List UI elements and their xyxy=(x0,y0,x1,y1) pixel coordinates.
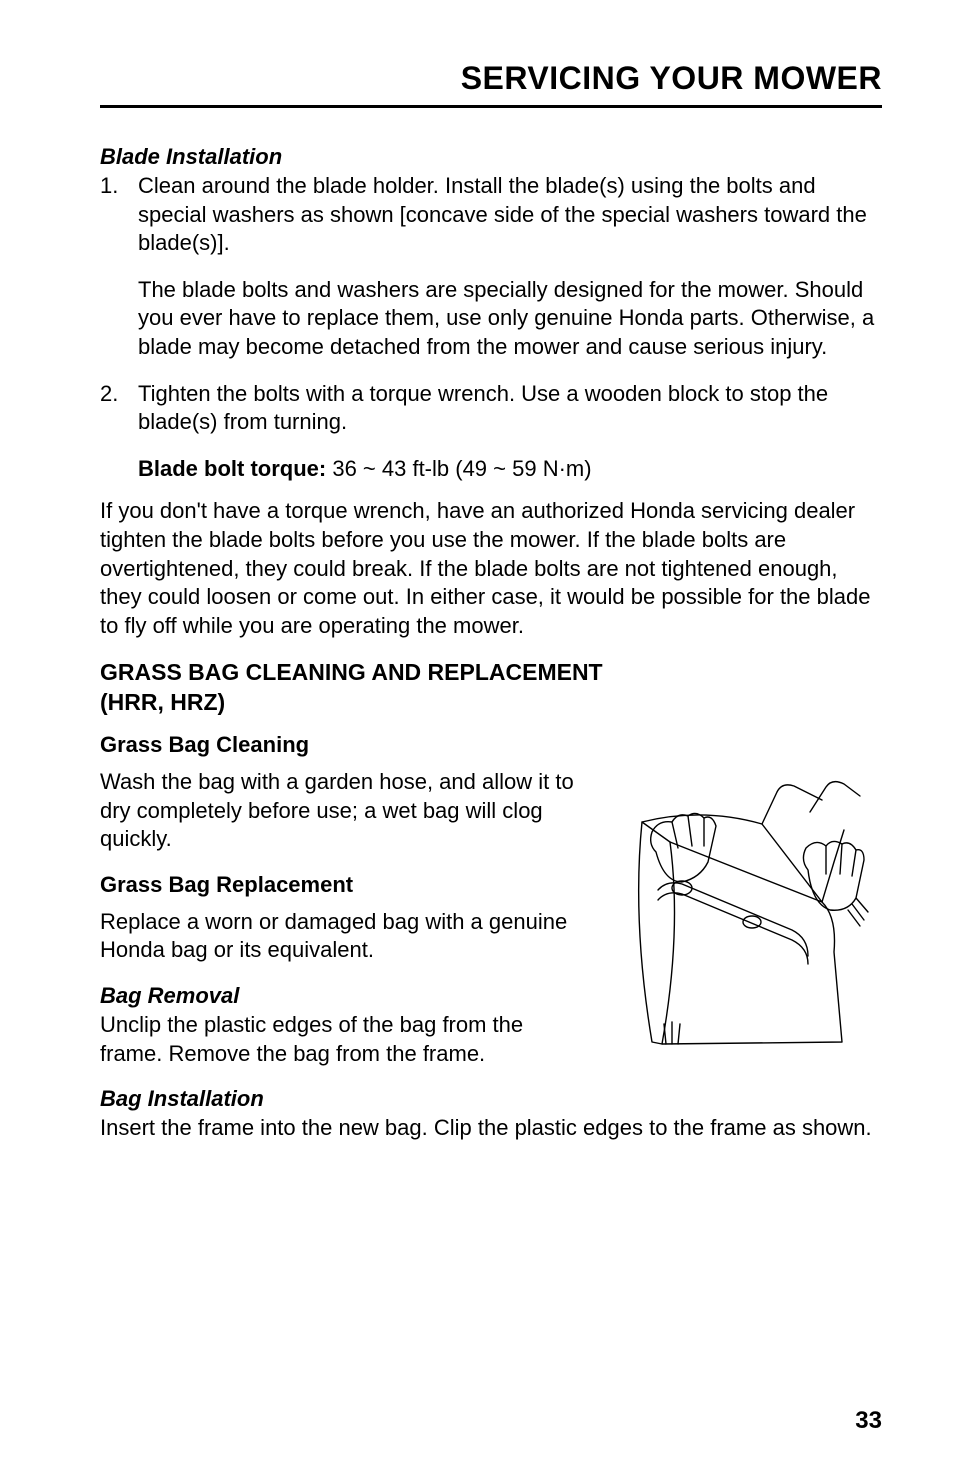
torque-value: 36 ~ 43 ft-lb (49 ~ 59 N·m) xyxy=(326,456,591,481)
no-torque-wrench-paragraph: If you don't have a torque wrench, have … xyxy=(100,497,882,640)
grass-bag-replacement-heading: Grass Bag Replacement xyxy=(100,872,590,898)
step-number: 1. xyxy=(100,172,138,258)
bag-removal-text: Unclip the plastic edges of the bag from… xyxy=(100,1011,590,1068)
step-number: 2. xyxy=(100,380,138,437)
heading-line1: GRASS BAG CLEANING AND REPLACEMENT xyxy=(100,659,603,685)
bag-installation-heading: Bag Installation xyxy=(100,1086,882,1112)
grass-bag-replacement-text: Replace a worn or damaged bag with a gen… xyxy=(100,908,590,965)
step-text: Tighten the bolts with a torque wrench. … xyxy=(138,380,882,437)
grass-bag-section-heading: GRASS BAG CLEANING AND REPLACEMENT (HRR,… xyxy=(100,658,882,718)
torque-label: Blade bolt torque: xyxy=(138,456,326,481)
grass-bag-cleaning-text: Wash the bag with a garden hose, and all… xyxy=(100,768,590,854)
page-number: 33 xyxy=(855,1407,882,1435)
bag-clip-illustration-icon xyxy=(612,752,872,1052)
bag-removal-heading: Bag Removal xyxy=(100,983,590,1009)
heading-line2: (HRR, HRZ) xyxy=(100,689,225,715)
grass-bag-cleaning-heading: Grass Bag Cleaning xyxy=(100,732,590,758)
blade-installation-heading: Blade Installation xyxy=(100,144,882,170)
bag-installation-text: Insert the frame into the new bag. Clip … xyxy=(100,1114,882,1143)
step-1: 1. Clean around the blade holder. Instal… xyxy=(100,172,882,258)
step-text: Clean around the blade holder. Install t… xyxy=(138,172,882,258)
page-header: SERVICING YOUR MOWER xyxy=(100,60,882,108)
step-2: 2. Tighten the bolts with a torque wrenc… xyxy=(100,380,882,437)
blade-bolt-torque: Blade bolt torque: 36 ~ 43 ft-lb (49 ~ 5… xyxy=(138,455,882,484)
page-header-title: SERVICING YOUR MOWER xyxy=(100,60,882,97)
step-1-note: The blade bolts and washers are speciall… xyxy=(138,276,882,362)
